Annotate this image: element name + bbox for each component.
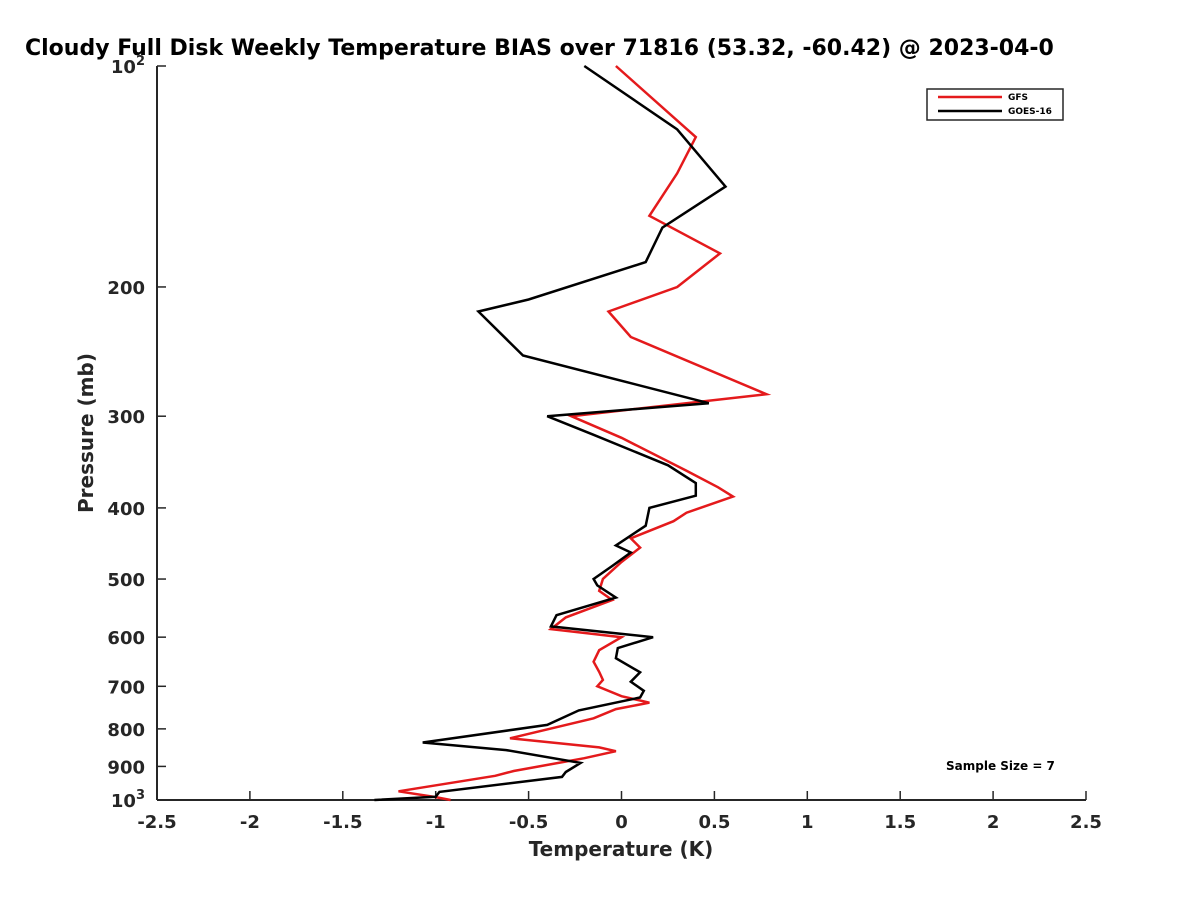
y-tick-label: 600: [107, 628, 145, 649]
x-tick-label: 0.5: [698, 812, 730, 833]
y-tick-label: 400: [107, 499, 145, 520]
legend: GFS GOES-16: [926, 88, 1064, 121]
y-tick-label: 500: [107, 570, 145, 591]
plot-area: -2.5 -2 -1.5 -1 -0.5 0 0.5 1 1.5 2 2.5 102 200 300 40…: [107, 54, 1102, 833]
x-tick-label: 1.5: [884, 812, 916, 833]
chart-title: Cloudy Full Disk Weekly Temperature BIAS…: [25, 36, 1054, 61]
x-tick-label: 2: [987, 812, 1000, 833]
legend-box: [926, 88, 1064, 121]
y-tick-label: 300: [107, 407, 145, 428]
x-tick-label: -0.5: [509, 812, 548, 833]
x-tick-label: -1.5: [323, 812, 362, 833]
series-line-goes16: [374, 64, 728, 802]
legend-label-goes16: GOES-16: [1008, 107, 1052, 117]
y-tick-label: 800: [107, 720, 145, 741]
y-tick-label: 103: [111, 788, 145, 812]
y-axis-label: Pressure (mb): [74, 353, 98, 513]
y-tick-label: 200: [107, 278, 145, 299]
x-axis-label: Temperature (K): [529, 837, 714, 861]
x-tick-label: 0: [615, 812, 628, 833]
x-tick-label: -2.5: [137, 812, 176, 833]
series-line-gfs: [398, 65, 772, 802]
x-tick-label: 2.5: [1070, 812, 1102, 833]
y-tick-label: 102: [111, 54, 145, 78]
legend-label-gfs: GFS: [1008, 93, 1028, 103]
x-tick-label: -2: [240, 812, 260, 833]
y-ticks: 102 200 300 400 500 600 700 800 900 103: [107, 54, 166, 812]
x-tick-label: -1: [426, 812, 446, 833]
x-tick-label: 1: [801, 812, 814, 833]
y-tick-label: 900: [107, 757, 145, 778]
series-layer: [374, 64, 772, 802]
sample-size-annotation: Sample Size = 7: [946, 759, 1055, 773]
x-ticks: -2.5 -2 -1.5 -1 -0.5 0 0.5 1 1.5 2 2.5: [137, 791, 1102, 833]
y-tick-label: 700: [107, 677, 145, 698]
